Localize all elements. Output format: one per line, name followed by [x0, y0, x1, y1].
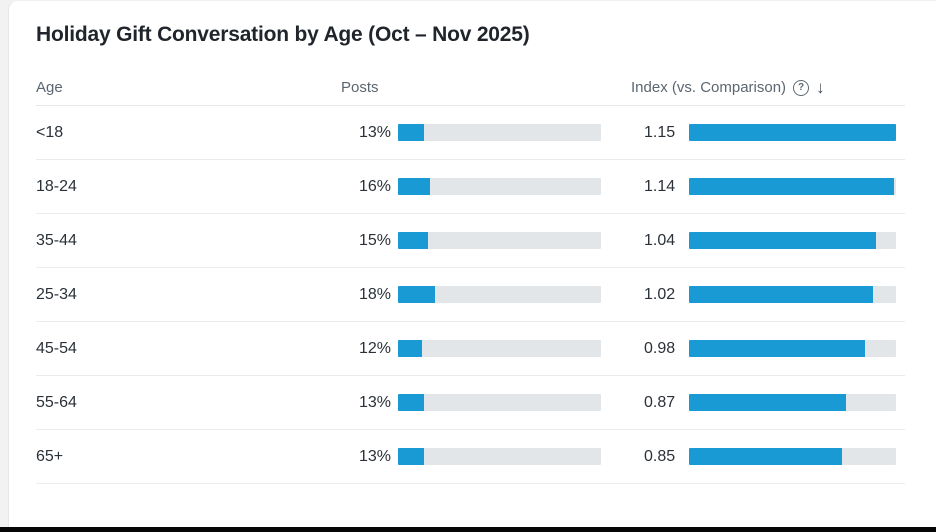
- index-value: 0.85: [644, 448, 676, 465]
- sort-descending-icon[interactable]: ↓: [816, 78, 825, 97]
- age-label: 65+: [36, 448, 64, 465]
- table-row: 25-34 18% 1.02: [36, 268, 905, 322]
- table-row: 18-24 16% 1.14: [36, 160, 905, 214]
- table-row: 35-44 15% 1.04: [36, 214, 905, 268]
- age-label: 45-54: [36, 340, 77, 357]
- index-bar-fill: [689, 232, 877, 249]
- column-header-index[interactable]: Index (vs. Comparison) ? ↓: [631, 71, 825, 104]
- help-icon[interactable]: ?: [793, 79, 810, 96]
- index-bar-fill: [689, 286, 873, 303]
- page-title: Holiday Gift Conversation by Age (Oct – …: [36, 23, 530, 46]
- column-header-index-label: Index (vs. Comparison): [631, 79, 787, 96]
- posts-bar-fill: [398, 394, 425, 411]
- posts-value: 12%: [358, 340, 391, 357]
- chart-card: Holiday Gift Conversation by Age (Oct – …: [8, 0, 936, 527]
- index-bar-track: [689, 124, 896, 141]
- age-label: 25-34: [36, 286, 77, 303]
- age-label: 35-44: [36, 232, 77, 249]
- posts-bar-fill: [398, 286, 435, 303]
- table-row: 55-64 13% 0.87: [36, 376, 905, 430]
- index-bar-fill: [689, 448, 842, 465]
- posts-bar-track: [398, 124, 601, 141]
- age-label: 18-24: [36, 178, 77, 195]
- posts-bar-fill: [398, 232, 429, 249]
- posts-value: 18%: [358, 286, 391, 303]
- posts-value: 13%: [358, 448, 391, 465]
- window-bottom-edge: [0, 527, 936, 532]
- age-label: 55-64: [36, 394, 77, 411]
- table-row: 65+ 13% 0.85: [36, 430, 905, 484]
- index-bar-fill: [689, 394, 846, 411]
- index-value: 1.15: [644, 124, 676, 141]
- posts-value: 13%: [358, 124, 391, 141]
- posts-bar-track: [398, 340, 601, 357]
- index-value: 1.04: [644, 232, 676, 249]
- table-body: <18 13% 1.15 18-24 16% 1.14 35-44 15%: [36, 106, 905, 484]
- posts-bar-fill: [398, 448, 425, 465]
- posts-bar-track: [398, 286, 601, 303]
- index-bar-track: [689, 340, 896, 357]
- posts-bar-fill: [398, 340, 423, 357]
- index-bar-fill: [689, 340, 866, 357]
- column-header-age[interactable]: Age: [36, 79, 63, 96]
- index-value: 1.14: [644, 178, 676, 195]
- posts-value: 15%: [358, 232, 391, 249]
- posts-bar-track: [398, 448, 601, 465]
- index-value: 0.98: [644, 340, 676, 357]
- index-value: 1.02: [644, 286, 676, 303]
- index-bar-track: [689, 448, 896, 465]
- table-header-row: Age Posts Index (vs. Comparison) ? ↓: [36, 71, 905, 106]
- index-bar-track: [689, 178, 896, 195]
- index-bar-fill: [689, 124, 896, 141]
- table-row: 45-54 12% 0.98: [36, 322, 905, 376]
- index-value: 0.87: [644, 394, 676, 411]
- posts-bar-track: [398, 232, 601, 249]
- posts-bar-track: [398, 178, 601, 195]
- index-bar-track: [689, 394, 896, 411]
- index-bar-track: [689, 232, 896, 249]
- table-row: <18 13% 1.15: [36, 106, 905, 160]
- index-bar-track: [689, 286, 896, 303]
- column-header-posts[interactable]: Posts: [341, 79, 379, 96]
- posts-bar-fill: [398, 178, 431, 195]
- posts-value: 13%: [358, 394, 391, 411]
- index-bar-fill: [689, 178, 895, 195]
- posts-bar-fill: [398, 124, 425, 141]
- age-label: <18: [36, 124, 64, 141]
- posts-value: 16%: [358, 178, 391, 195]
- posts-bar-track: [398, 394, 601, 411]
